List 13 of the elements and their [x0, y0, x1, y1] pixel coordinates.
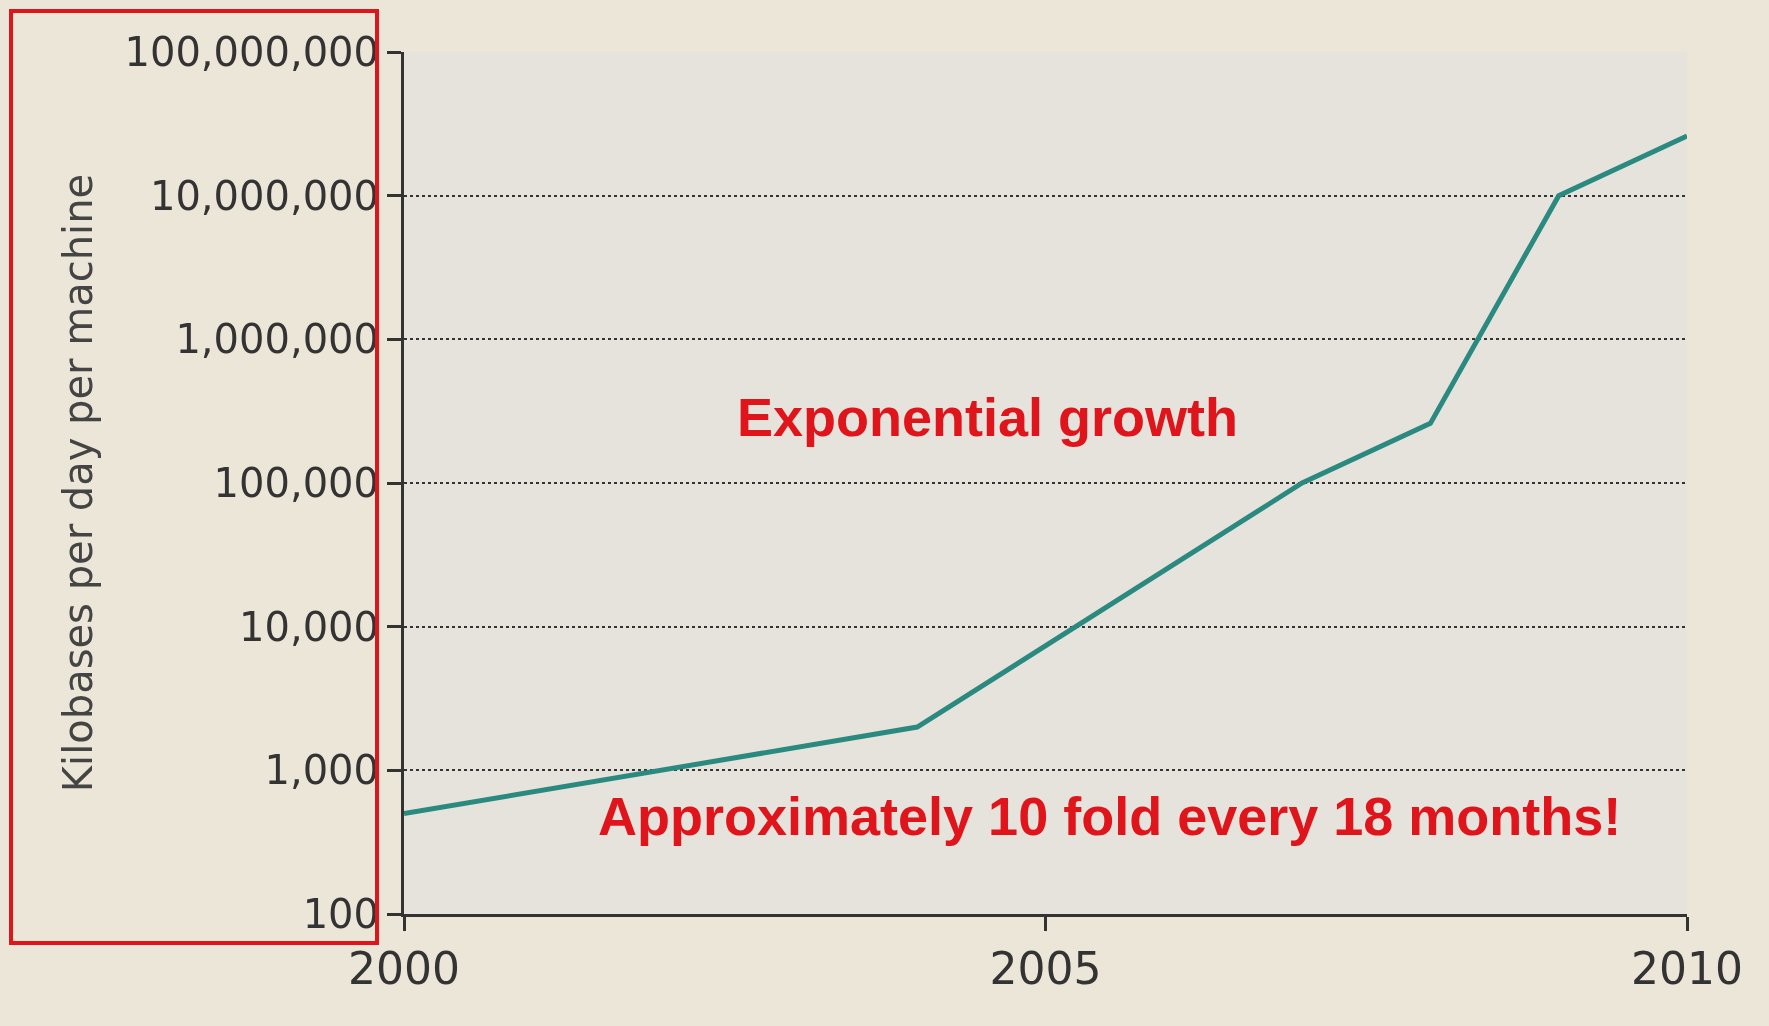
y-tick-label: 1,000 [264, 747, 379, 794]
y-tick-label: 100 [302, 891, 379, 937]
annotation: Exponential growth [737, 387, 1239, 447]
x-tick-label: 2000 [348, 942, 460, 994]
y-axis-title: Kilobases per day per machine [55, 173, 102, 793]
x-tick-label: 2005 [989, 942, 1102, 994]
y-tick-label: 10,000 [239, 603, 379, 650]
y-tick-label: 1,000,000 [175, 316, 379, 363]
annotation: Approximately 10 fold every 18 months! [598, 786, 1622, 846]
x-tick-label: 2010 [1631, 942, 1743, 994]
y-tick-label: 100,000,000 [124, 29, 379, 75]
y-tick-label: 10,000,000 [149, 172, 379, 219]
y-tick-label: 100,000 [213, 460, 379, 506]
